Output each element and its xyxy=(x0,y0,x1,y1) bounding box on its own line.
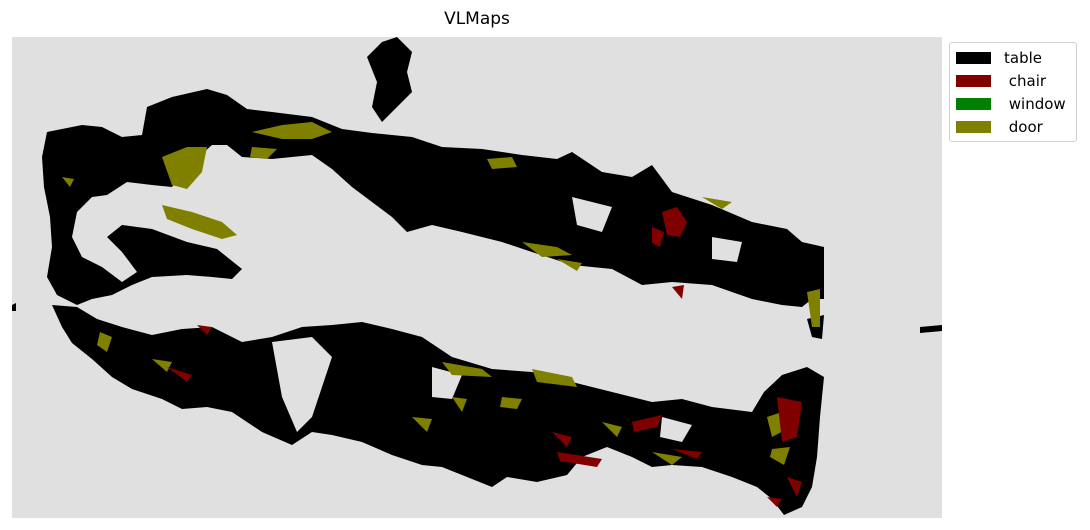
legend-label-door: door xyxy=(1004,118,1043,136)
legend-label-window: window xyxy=(1004,95,1066,113)
legend-swatch-window xyxy=(956,98,991,110)
legend-label-chair: chair xyxy=(1004,72,1047,90)
door-region xyxy=(62,122,820,465)
semantic-map xyxy=(12,37,942,518)
figure-title: VLMaps xyxy=(444,9,510,29)
table-region xyxy=(12,37,942,515)
chair-region xyxy=(167,207,802,507)
legend-swatch-chair xyxy=(956,75,991,87)
legend-label-table: table xyxy=(1004,49,1042,67)
legend-swatch-table xyxy=(956,52,991,64)
legend: table chair window door xyxy=(949,42,1077,142)
legend-swatch-door xyxy=(956,121,991,133)
